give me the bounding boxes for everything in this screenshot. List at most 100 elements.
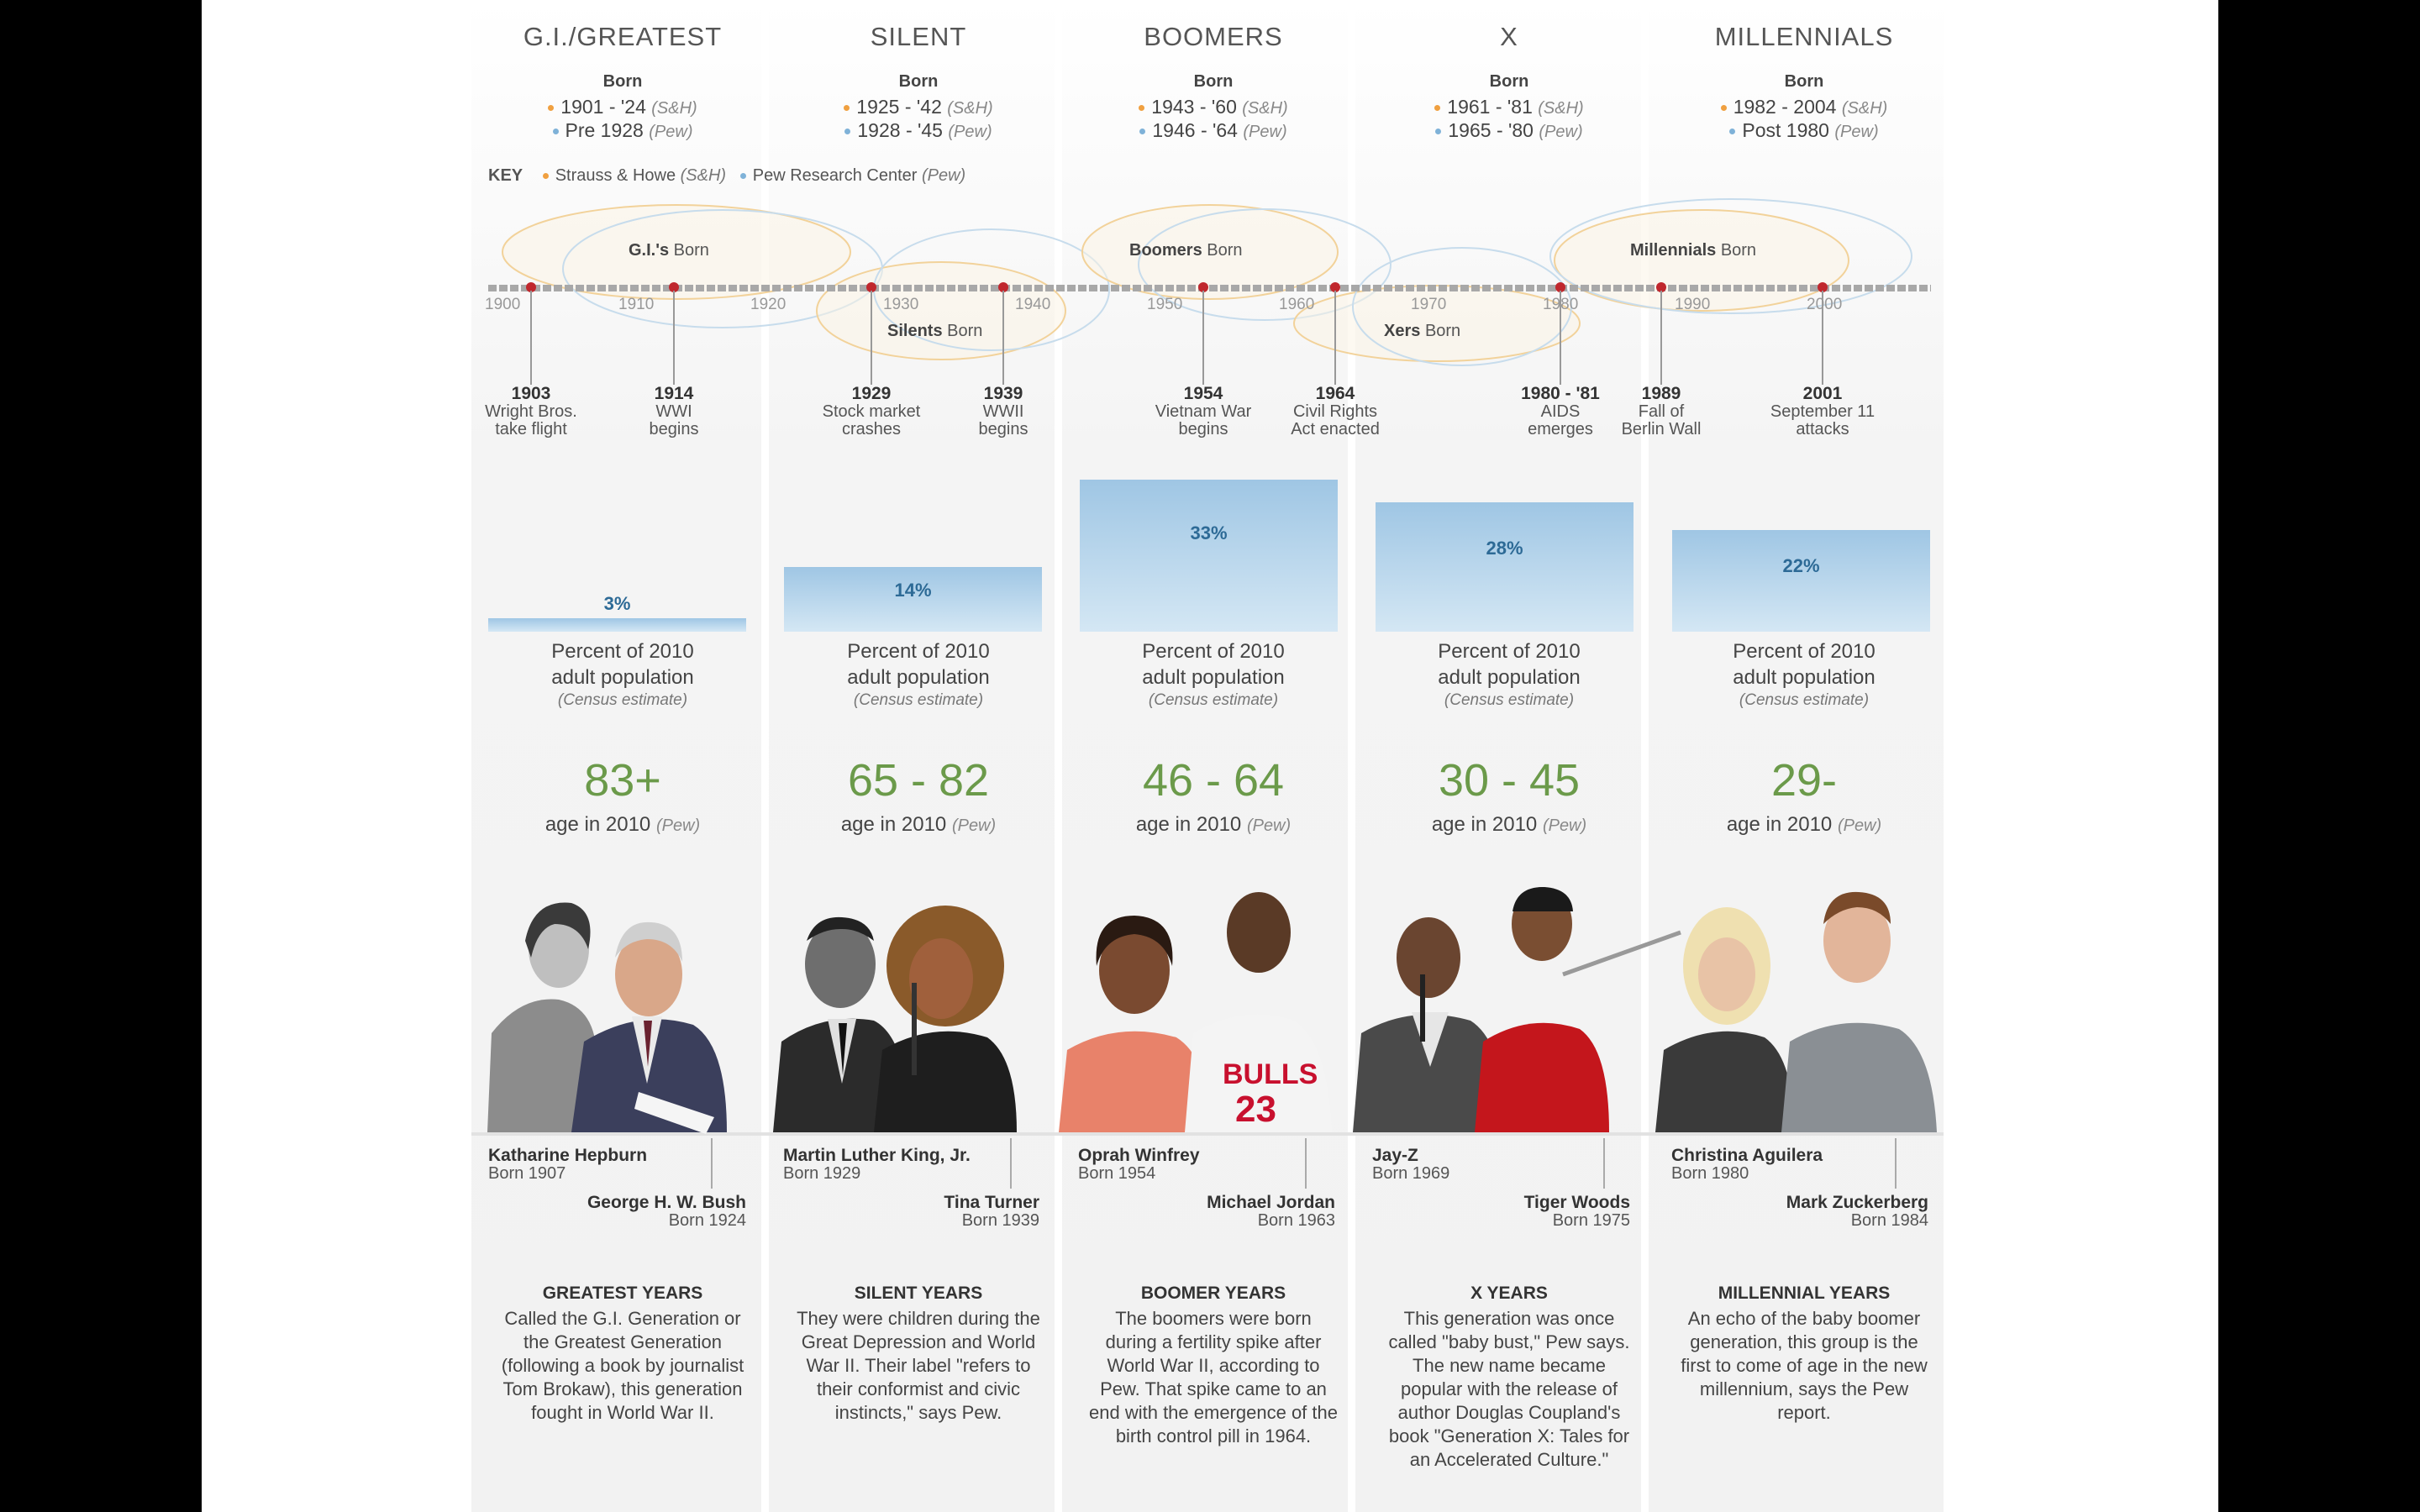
event-text: AIDS emerges <box>1528 402 1593 438</box>
event-line <box>673 291 675 385</box>
generation-title: SILENT <box>870 22 967 51</box>
photo-mark-zuckerberg <box>1781 891 1937 1132</box>
event-dot <box>866 282 876 292</box>
event-year: 1939 <box>983 384 1023 403</box>
born-label: Born <box>898 72 939 91</box>
age-label: age in 2010 (Pew) <box>1135 813 1292 836</box>
born-range-pew: Post 1980 (Pew) <box>1661 119 1947 142</box>
event-line <box>530 291 532 385</box>
caption-name: Martin Luther King, Jr. <box>783 1146 971 1165</box>
bar-value-label: 33% <box>1190 522 1228 544</box>
event-line <box>1660 291 1662 385</box>
photo-tina-turner <box>874 906 1017 1132</box>
caption-name: Tiger Woods <box>1523 1193 1630 1212</box>
age-range: 30 - 45 <box>1438 755 1581 806</box>
age-range: 83+ <box>584 755 661 806</box>
sh-dot-icon <box>548 105 555 112</box>
born-range-sh: 1961 - '81 (S&H) <box>1366 96 1652 118</box>
event-year: 1914 <box>654 384 694 403</box>
photo-jay-z <box>1353 917 1508 1132</box>
age-range: 65 - 82 <box>847 755 990 806</box>
pew-dot-icon <box>552 129 559 135</box>
photo-oprah-winfrey <box>1059 916 1210 1132</box>
population-bar: 3% <box>488 593 746 632</box>
percent-caption: Percent of 2010 adult population <box>847 640 990 689</box>
event-year: 1929 <box>851 384 892 403</box>
photo-christina-aguilera <box>1655 907 1794 1132</box>
bar-value-label: 28% <box>1486 537 1523 559</box>
years-text: An echo of the baby boomer generation, t… <box>1681 1308 1928 1423</box>
caption-name: Katharine Hepburn <box>488 1146 648 1165</box>
census-note: (Census estimate) <box>1739 691 1870 709</box>
years-title: GREATEST YEARS <box>542 1284 703 1303</box>
caption-line <box>1305 1138 1307 1189</box>
event-dot <box>1198 282 1208 292</box>
caption-line <box>1895 1138 1897 1189</box>
caption-born: Born 1907 <box>488 1164 566 1183</box>
event-line <box>1822 291 1823 385</box>
event-line <box>1560 291 1561 385</box>
bar-value-label: 3% <box>603 592 631 614</box>
born-label: Born <box>602 72 643 91</box>
event-line <box>1202 291 1204 385</box>
event-line <box>1334 291 1336 385</box>
event-text: WWI begins <box>649 402 699 438</box>
caption-born: Born 1924 <box>668 1211 746 1230</box>
pew-dot-icon <box>739 173 746 180</box>
caption-born: Born 1975 <box>1552 1211 1630 1230</box>
svg-text:BULLS: BULLS <box>1223 1058 1318 1090</box>
key-label: KEY <box>488 166 523 185</box>
sh-dot-icon <box>542 173 549 180</box>
event-dot <box>669 282 679 292</box>
event-dot <box>1818 282 1828 292</box>
timeline <box>488 198 1931 366</box>
population-bar: 22% <box>1672 530 1930 632</box>
event-text: Wright Bros. take flight <box>485 402 577 438</box>
event-dot <box>526 282 536 292</box>
born-range-pew: 1946 - '64 (Pew) <box>1071 119 1356 142</box>
ellipse-label-silents: Silents Born <box>887 322 983 340</box>
event-dot <box>1330 282 1340 292</box>
event-line <box>871 291 872 385</box>
born-range-pew: 1928 - '45 (Pew) <box>776 119 1061 142</box>
event-text: Vietnam War begins <box>1155 402 1252 438</box>
age-label: age in 2010 (Pew) <box>840 813 997 836</box>
caption-name: Tina Turner <box>944 1193 1039 1212</box>
population-bar: 14% <box>784 567 1042 632</box>
age-label: age in 2010 (Pew) <box>1431 813 1587 836</box>
tick-label: 2000 <box>1807 296 1843 313</box>
years-title: X YEARS <box>1470 1284 1548 1303</box>
caption-name: George H. W. Bush <box>587 1193 746 1212</box>
caption-born: Born 1929 <box>783 1164 861 1183</box>
pew-dot-icon <box>1139 129 1146 135</box>
census-note: (Census estimate) <box>1148 691 1279 709</box>
event-year: 1964 <box>1315 384 1355 403</box>
sh-dot-icon <box>1434 105 1441 112</box>
born-label: Born <box>1784 72 1824 91</box>
tick-label: 1920 <box>750 296 786 313</box>
sh-dot-icon <box>1139 105 1145 112</box>
generation-column-x: X Born 1961 - '81 (S&H) 1965 - '80 (Pew)… <box>1366 0 1652 1512</box>
years-text: Called the G.I. Generation or the Greate… <box>501 1308 744 1423</box>
born-range-pew: 1965 - '80 (Pew) <box>1366 119 1652 142</box>
event-text: Fall of Berlin Wall <box>1621 402 1702 438</box>
caption-name: Christina Aguilera <box>1671 1146 1823 1165</box>
sh-dot-icon <box>1720 105 1727 112</box>
years-title: BOOMER YEARS <box>1140 1284 1286 1303</box>
event-text: Civil Rights Act enacted <box>1291 402 1380 438</box>
born-range-pew: Pre 1928 (Pew) <box>480 119 765 142</box>
census-note: (Census estimate) <box>1444 691 1575 709</box>
caption-line <box>1603 1138 1605 1189</box>
caption-born: Born 1954 <box>1078 1164 1156 1183</box>
photo-tiger-woods <box>1475 886 1681 1132</box>
generation-title: MILLENNIALS <box>1714 22 1894 51</box>
tick-label: 1990 <box>1675 296 1711 313</box>
born-label: Born <box>1193 72 1234 91</box>
caption-name: Mark Zuckerberg <box>1786 1193 1928 1212</box>
percent-caption: Percent of 2010 adult population <box>1438 640 1581 689</box>
caption-name: Oprah Winfrey <box>1078 1146 1200 1165</box>
pew-dot-icon <box>1435 129 1442 135</box>
born-range-sh: 1943 - '60 (S&H) <box>1071 96 1356 118</box>
bar-value-label: 22% <box>1782 555 1820 577</box>
tick-label: 1910 <box>618 296 655 313</box>
